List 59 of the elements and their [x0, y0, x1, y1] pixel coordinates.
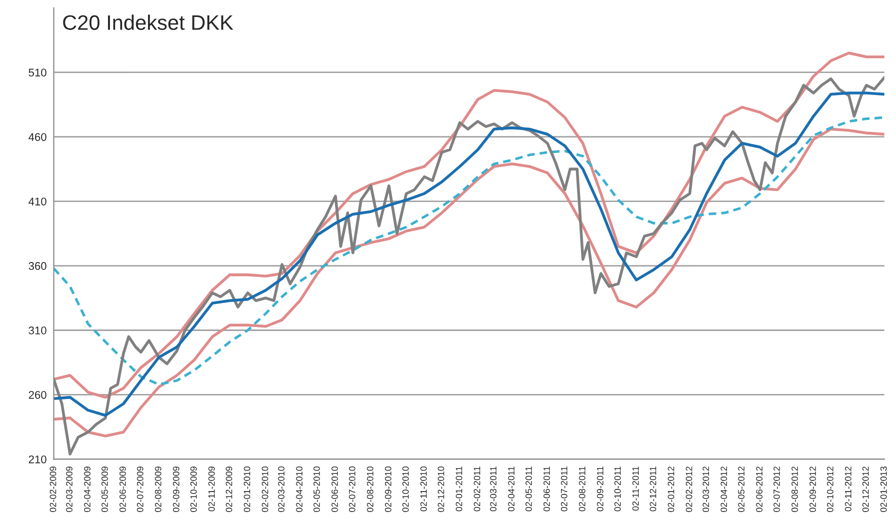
x-tick-label: 02-07-2010 [348, 466, 356, 512]
x-tick-label: 02-02-2012 [686, 466, 692, 512]
x-tick-label: 02-12-2011 [650, 466, 656, 512]
line-series [54, 52, 884, 399]
x-tick-label: 02-03-2010 [278, 466, 284, 512]
x-tick-label: 02-12-2012 [862, 466, 869, 512]
x-tick-label: 02-08-2011 [578, 466, 586, 512]
x-tick-label: 02-09-2009 [172, 466, 180, 512]
y-tick-label: 410 [28, 198, 46, 206]
x-tick-label: 02-10-2011 [614, 466, 621, 512]
line-series [54, 116, 884, 386]
x-tick-label: 02-08-2010 [366, 466, 374, 512]
y-tick-label: 360 [28, 262, 46, 270]
x-tick-label: 02-06-2012 [756, 466, 762, 512]
x-tick-label: 02-03-2011 [490, 466, 496, 512]
x-tick-label: 02-11-2009 [208, 466, 215, 512]
line-series [54, 128, 884, 438]
y-tick-label: 510 [28, 68, 46, 76]
x-tick-label: 02-07-2011 [560, 466, 568, 512]
x-tick-label: 02-01-2013 [880, 466, 887, 512]
x-tick-label: 02-05-2011 [525, 466, 532, 512]
x-tick-label: 02-10-2010 [402, 466, 409, 512]
x-tick-label: 02-04-2011 [508, 466, 514, 512]
x-tick-label: 02-09-2012 [810, 466, 816, 512]
y-tick-label: 310 [28, 326, 46, 334]
x-tick-label: 02-11-2011 [632, 466, 639, 511]
x-tick-label: 02-12-2010 [438, 466, 444, 512]
x-tick-label: 02-01-2012 [668, 466, 674, 512]
x-tick-label: 02-10-2012 [826, 466, 834, 512]
x-tick-label: 02-03-2012 [702, 466, 710, 512]
x-tick-label: 02-10-2009 [190, 466, 197, 512]
x-tick-label: 02-06-2010 [331, 466, 338, 512]
x-tick-label: 02-08-2009 [154, 466, 162, 512]
x-tick-label: 02-02-2009 [50, 466, 56, 512]
x-tick-label: 02-04-2009 [84, 466, 90, 512]
x-tick-label: 02-11-2010 [420, 466, 427, 512]
x-tick-label: 02-02-2010 [262, 466, 268, 512]
x-tick-label: 02-09-2011 [596, 466, 604, 512]
y-tick-label: 460 [28, 133, 46, 141]
x-tick-label: 02-11-2012 [844, 466, 852, 512]
x-tick-label: 02-04-2010 [296, 466, 302, 512]
x-tick-label: 02-05-2012 [738, 466, 744, 512]
x-tick-label: 02-06-2011 [544, 466, 550, 512]
x-tick-label: 02-05-2009 [101, 466, 108, 512]
x-tick-label: 02-01-2010 [244, 466, 250, 512]
y-tick-label: 210 [28, 455, 46, 464]
x-tick-label: 02-07-2009 [136, 466, 144, 512]
x-tick-label: 02-02-2011 [474, 466, 480, 512]
x-tick-label: 02-09-2010 [384, 466, 392, 512]
x-tick-label: 02-03-2009 [66, 466, 72, 512]
y-tick-label: 260 [28, 390, 46, 399]
x-tick-label: 02-01-2011 [456, 466, 462, 512]
x-tick-label: 02-12-2009 [226, 466, 232, 512]
x-tick-label: 02-06-2009 [119, 466, 126, 512]
x-tick-label: 02-08-2012 [792, 466, 798, 512]
x-tick-label: 02-05-2010 [313, 466, 320, 512]
x-tick-label: 02-04-2012 [720, 466, 728, 512]
chart-title: C20 Indekset DKK [63, 14, 234, 30]
x-tick-label: 02-07-2012 [774, 466, 780, 512]
